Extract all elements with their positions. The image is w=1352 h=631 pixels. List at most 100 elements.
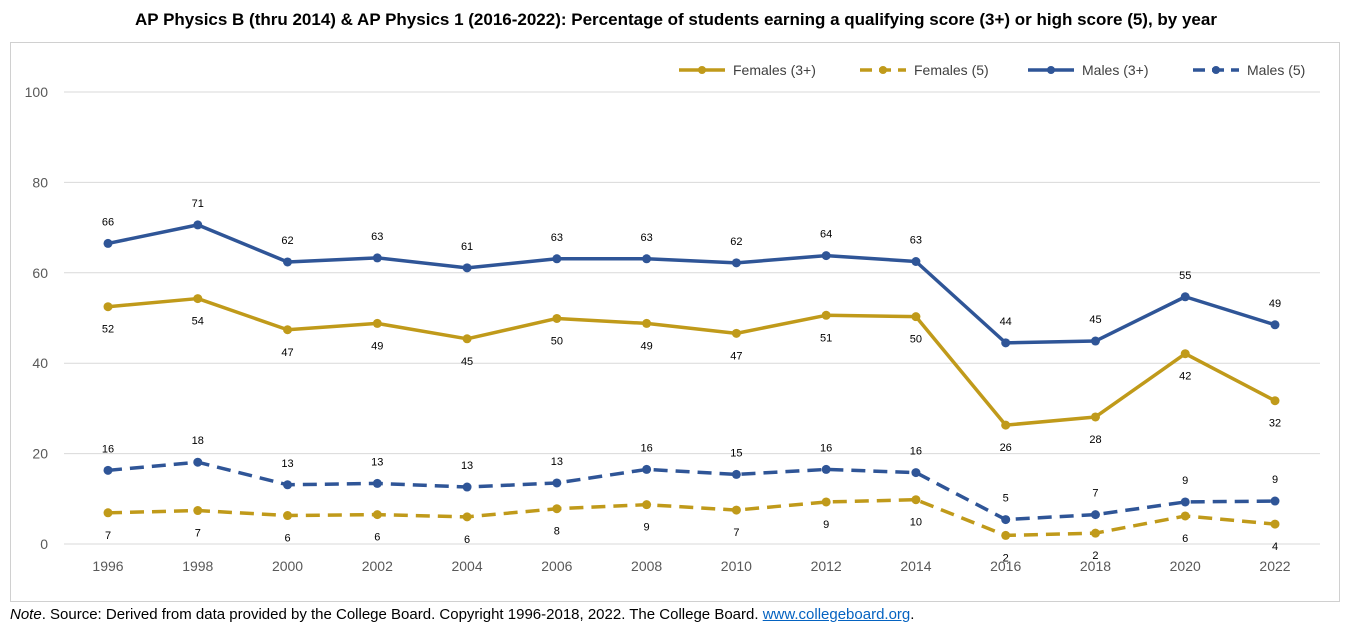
x-tick-label: 2006: [541, 558, 572, 574]
y-tick-label: 60: [32, 265, 48, 281]
data-label: 66: [102, 216, 114, 228]
data-label: 50: [910, 334, 922, 346]
x-tick-label: 1996: [92, 558, 123, 574]
data-point: [911, 257, 921, 266]
data-point: [372, 318, 382, 328]
data-label: 32: [1269, 418, 1281, 430]
data-label: 2: [1092, 550, 1098, 562]
legend-label-females-5: Females (5): [914, 62, 989, 78]
data-label: 71: [192, 198, 204, 210]
data-point: [1001, 420, 1011, 430]
data-label: 47: [730, 350, 742, 362]
x-tick-label: 2000: [272, 558, 303, 574]
data-label: 45: [461, 356, 473, 368]
data-point: [1180, 349, 1190, 359]
legend-item-females-5: Females (5): [858, 60, 989, 80]
data-label: 62: [730, 236, 742, 248]
legend-item-males-3plus: Males (3+): [1026, 60, 1149, 80]
x-tick-label: 2012: [811, 558, 842, 574]
data-label: 16: [640, 442, 652, 454]
legend-item-males-5: Males (5): [1191, 60, 1305, 80]
legend-item-females-3plus: Females (3+): [677, 60, 816, 80]
data-label: 13: [371, 456, 383, 468]
data-point: [372, 478, 382, 488]
data-point: [283, 480, 293, 490]
data-label: 63: [640, 232, 652, 244]
x-tick-label: 1998: [182, 558, 213, 574]
data-point: [642, 318, 652, 328]
x-tick-label: 2016: [990, 558, 1021, 574]
data-point: [1001, 530, 1011, 540]
data-label: 63: [910, 235, 922, 247]
data-label: 44: [1000, 316, 1012, 328]
y-tick-label: 0: [40, 536, 48, 552]
data-label: 49: [371, 340, 383, 352]
data-point: [462, 334, 472, 344]
data-point: [731, 328, 741, 338]
data-point: [103, 238, 113, 248]
data-label: 9: [644, 522, 650, 534]
data-point: [552, 504, 562, 514]
data-label: 64: [820, 229, 832, 241]
data-label: 47: [281, 347, 293, 359]
data-label: 54: [192, 316, 204, 328]
series-line-0: [107, 296, 1276, 427]
data-label: 28: [1089, 434, 1101, 446]
data-label: 52: [102, 324, 114, 336]
data-label: 13: [551, 456, 563, 468]
data-point: [731, 505, 741, 515]
data-point: [1001, 338, 1011, 348]
data-point: [372, 253, 382, 263]
data-label: 16: [102, 443, 114, 455]
source-note: Note. Source: Derived from data provided…: [10, 606, 914, 623]
data-point: [1090, 412, 1100, 422]
legend-swatch-males-3plus: [1028, 66, 1074, 74]
x-tick-label: 2004: [451, 558, 482, 574]
data-point: [283, 257, 293, 267]
data-point: [1180, 292, 1190, 302]
data-point: [821, 497, 831, 507]
data-point: [1090, 336, 1100, 346]
data-label: 16: [910, 446, 922, 458]
data-label: 13: [461, 460, 473, 472]
data-point: [552, 254, 562, 264]
data-label: 10: [910, 517, 922, 529]
source-link[interactable]: www.collegeboard.org: [762, 606, 911, 623]
data-label: 7: [105, 530, 111, 542]
data-point: [821, 310, 831, 320]
data-label: 49: [1269, 298, 1281, 310]
data-label: 4: [1272, 541, 1278, 553]
legend-label-females-3plus: Females (3+): [733, 62, 816, 78]
data-point: [821, 251, 831, 261]
data-point: [911, 495, 921, 505]
data-point: [372, 510, 382, 520]
y-tick-label: 20: [32, 446, 48, 462]
series-line-1: [107, 497, 1276, 538]
data-point: [821, 464, 831, 474]
data-point: [1270, 496, 1280, 506]
data-point: [1090, 528, 1100, 538]
legend-swatch-males-5: [1193, 66, 1239, 74]
data-point: [1270, 519, 1280, 529]
data-point: [1180, 511, 1190, 521]
data-point: [283, 325, 293, 335]
data-point: [193, 294, 203, 304]
data-label: 9: [1182, 475, 1188, 487]
data-point: [462, 512, 472, 522]
data-label: 50: [551, 335, 563, 347]
data-label: 7: [733, 527, 739, 539]
data-point: [642, 464, 652, 474]
chart-legend: Females (3+) Females (5) Males (3+) Male…: [0, 60, 1352, 80]
data-point: [1270, 320, 1280, 330]
data-label: 9: [823, 519, 829, 531]
data-point: [642, 500, 652, 510]
data-label: 6: [464, 534, 470, 546]
legend-swatch-females-3plus: [679, 66, 725, 74]
data-label: 63: [551, 232, 563, 244]
data-label: 7: [1092, 488, 1098, 500]
data-point: [193, 220, 203, 230]
x-tick-label: 2002: [362, 558, 393, 574]
data-point: [1180, 497, 1190, 507]
y-tick-label: 80: [32, 174, 48, 190]
chart-title: AP Physics B (thru 2014) & AP Physics 1 …: [135, 10, 1217, 29]
